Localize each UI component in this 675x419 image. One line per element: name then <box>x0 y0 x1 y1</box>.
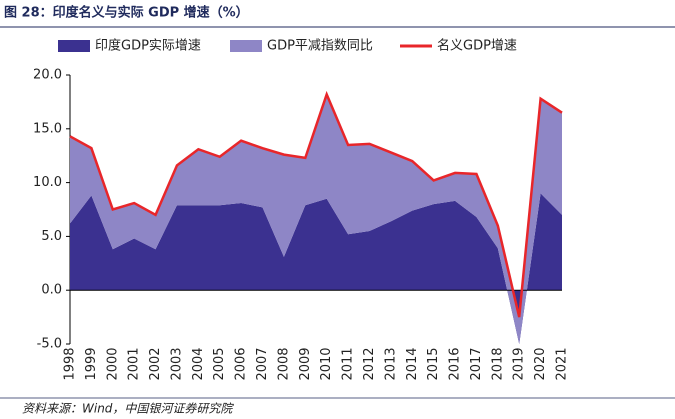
x-tick-label: 2021 <box>555 347 570 380</box>
nominal-gdp-line <box>69 90 563 318</box>
x-tick-label: 2005 <box>212 347 227 380</box>
legend-label: GDP平减指数同比 <box>267 39 373 54</box>
x-tick-label: 2012 <box>362 347 377 380</box>
y-tick-label: 10.0 <box>33 175 62 190</box>
x-tick-label: 2019 <box>512 347 527 380</box>
x-tick-label: 2014 <box>405 347 420 380</box>
x-tick-label: 1998 <box>63 347 78 380</box>
x-tick-label: 2000 <box>105 347 120 380</box>
x-tick-label: 2002 <box>148 347 163 380</box>
y-tick-label: -5.0 <box>37 337 62 352</box>
x-tick-label: 2020 <box>533 347 548 380</box>
x-tick-label: 2011 <box>341 347 356 380</box>
x-tick-label: 2008 <box>276 347 291 380</box>
x-tick-label: 2017 <box>469 347 484 380</box>
x-tick-label: 2004 <box>191 347 206 380</box>
legend-swatch <box>230 40 262 52</box>
x-tick-label: 1999 <box>84 347 99 380</box>
x-tick-label: 2009 <box>298 347 313 380</box>
x-tick-label: 2010 <box>319 347 334 380</box>
real-gdp-area <box>70 193 562 344</box>
x-tick-label: 2013 <box>383 347 398 380</box>
legend-label: 印度GDP实际增速 <box>95 38 201 54</box>
x-tick-label: 2016 <box>448 347 463 380</box>
legend-label: 名义GDP增速 <box>437 38 517 54</box>
legend-swatch <box>58 40 90 52</box>
x-tick-label: 2007 <box>255 347 270 380</box>
y-tick-label: 15.0 <box>33 121 62 136</box>
x-tick-label: 2003 <box>169 347 184 380</box>
x-tick-label: 2015 <box>426 347 441 380</box>
x-tick-label: 2006 <box>234 347 249 380</box>
source: 资料来源：Wind，中国银河证券研究院 <box>22 402 234 416</box>
chart-title: 图 28：印度名义与实际 GDP 增速（%） <box>4 5 249 21</box>
deflator-area <box>70 94 562 344</box>
x-tick-label: 2018 <box>490 347 505 380</box>
y-tick-label: 5.0 <box>41 229 62 244</box>
y-tick-label: 0.0 <box>41 283 62 298</box>
x-tick-label: 2001 <box>127 347 142 380</box>
y-tick-label: 20.0 <box>33 68 62 83</box>
